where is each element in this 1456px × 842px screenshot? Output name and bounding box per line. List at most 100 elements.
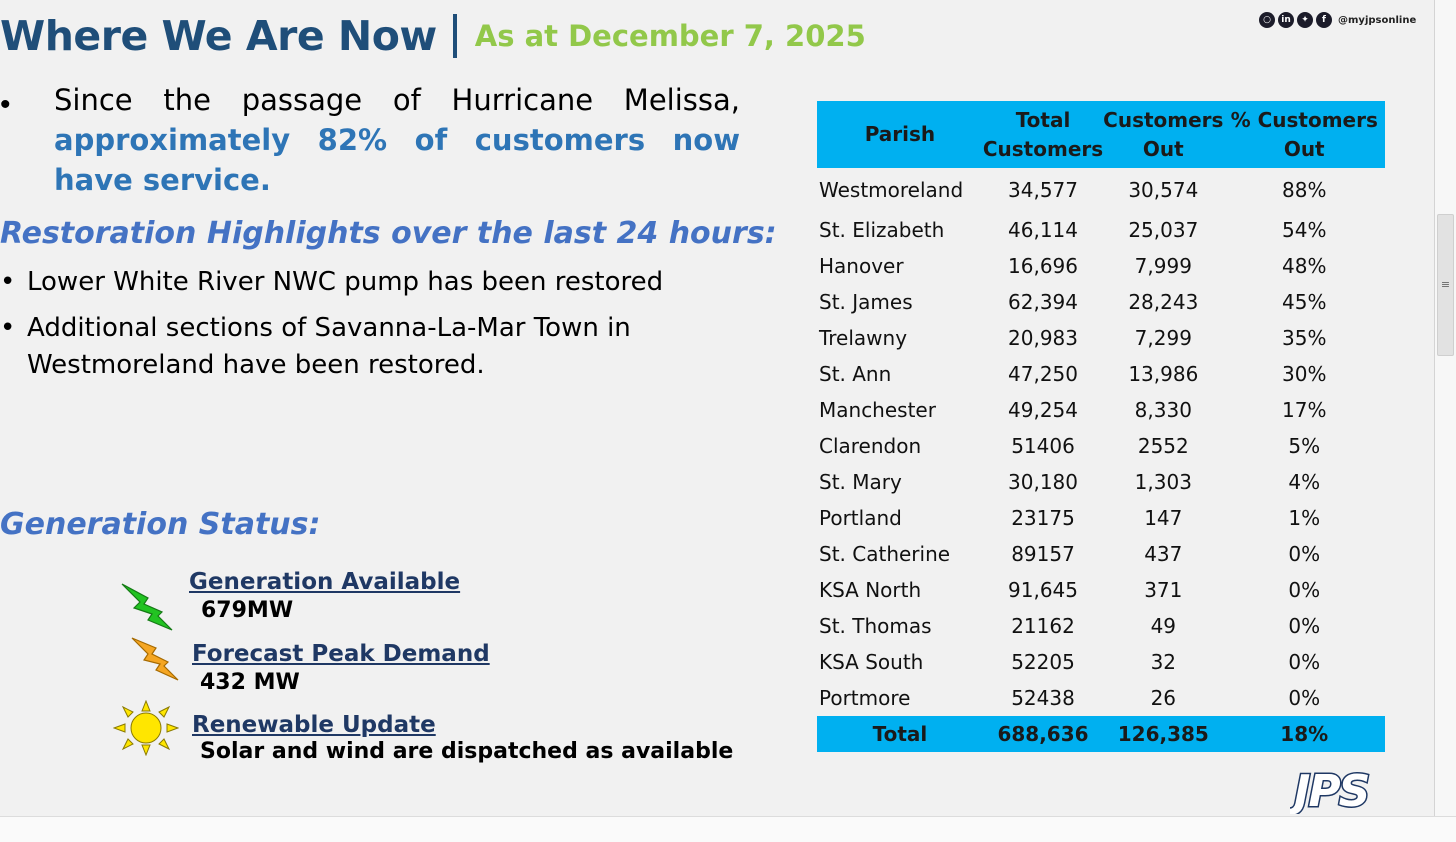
table-row: KSA South 52205 32 0% xyxy=(817,644,1385,680)
date-subtitle: As at December 7, 2025 xyxy=(474,19,866,53)
vertical-scrollbar[interactable]: ≡ xyxy=(1434,0,1456,816)
cell-pct: 4% xyxy=(1288,470,1321,494)
forecast-peak-label: Forecast Peak Demand xyxy=(192,641,490,667)
cell-out: 49 xyxy=(1150,614,1177,638)
cell-out: 13,986 xyxy=(1128,362,1199,386)
twitter-icon[interactable]: ✦ xyxy=(1297,12,1313,28)
header-total-line1: Total xyxy=(1015,107,1071,132)
total-customers: 688,636 xyxy=(982,716,1104,752)
table-row: St. Mary 30,180 1,303 4% xyxy=(817,464,1385,500)
cell-out: 147 xyxy=(1144,506,1183,530)
cell-total: 30,180 xyxy=(1008,470,1078,494)
cell-total: 23175 xyxy=(1011,506,1075,530)
cell-out: 28,243 xyxy=(1128,290,1199,314)
cell-out: 1,303 xyxy=(1134,470,1192,494)
cell-total: 47,250 xyxy=(1008,362,1078,386)
renewable-label: Renewable Update xyxy=(192,712,436,738)
generation-available: Generation Available 679MW xyxy=(189,568,460,626)
cell-parish: KSA South xyxy=(819,650,924,674)
cell-pct: 0% xyxy=(1288,542,1321,566)
cell-total: 16,696 xyxy=(1008,254,1078,278)
cell-total: 52438 xyxy=(1011,686,1075,710)
logo-text: JPS xyxy=(1290,766,1369,814)
jps-logo: JPS xyxy=(1290,766,1372,814)
cell-out: 32 xyxy=(1150,650,1177,674)
cell-out: 437 xyxy=(1144,542,1183,566)
total-label: Total xyxy=(817,716,983,752)
cell-out: 7,999 xyxy=(1134,254,1192,278)
header-pct-line1: % Customers xyxy=(1230,107,1378,132)
social-handle: @myjpsonline xyxy=(1338,14,1417,26)
cell-pct: 0% xyxy=(1288,614,1321,638)
table-row: KSA North 91,645 371 0% xyxy=(817,572,1385,608)
header-customers-out: Customers Out xyxy=(1103,101,1224,168)
restoration-heading: Restoration Highlights over the last 24 … xyxy=(0,216,777,251)
generation-available-value: 679MW xyxy=(201,598,294,623)
linkedin-icon[interactable]: in xyxy=(1278,12,1294,28)
table-row: Hanover 16,696 7,999 48% xyxy=(817,248,1385,284)
table-total-row: Total 688,636 126,385 18% xyxy=(817,716,1385,752)
lightning-orange-icon xyxy=(131,637,179,681)
cell-total: 21162 xyxy=(1011,614,1075,638)
cell-parish: Westmoreland xyxy=(819,178,964,202)
table-row: Portland 23175 147 1% xyxy=(817,500,1385,536)
cell-parish: Portland xyxy=(819,506,902,530)
cell-out: 30,574 xyxy=(1128,178,1199,202)
table-header: Parish Total Customers Customers Out % Cus… xyxy=(817,101,1385,168)
table-row: Trelawny 20,983 7,299 35% xyxy=(817,320,1385,356)
scrollbar-thumb[interactable]: ≡ xyxy=(1437,214,1454,356)
cell-pct: 54% xyxy=(1282,218,1327,242)
instagram-icon[interactable]: ○ xyxy=(1259,12,1275,28)
cell-pct: 0% xyxy=(1288,650,1321,674)
cell-out: 25,037 xyxy=(1128,218,1199,242)
intro-text-part1: Since the passage of Hurricane Melissa, xyxy=(54,83,740,117)
page-title: Where We Are Now xyxy=(0,12,437,60)
cell-total: 89157 xyxy=(1011,542,1075,566)
table-row: St. Thomas 21162 49 0% xyxy=(817,608,1385,644)
cell-pct: 0% xyxy=(1288,578,1321,602)
cell-parish: St. Catherine xyxy=(819,542,951,566)
forecast-peak-value: 432 MW xyxy=(200,670,300,695)
cell-total: 34,577 xyxy=(1008,178,1078,202)
cell-out: 371 xyxy=(1144,578,1183,602)
forecast-peak-demand: Forecast Peak Demand 432 MW xyxy=(192,640,490,698)
cell-pct: 0% xyxy=(1288,686,1321,710)
cell-pct: 30% xyxy=(1282,362,1327,386)
social-links: ○ in ✦ f @myjpsonline xyxy=(1259,12,1416,28)
cell-total: 49,254 xyxy=(1008,398,1078,422)
table-row: St. Catherine 89157 437 0% xyxy=(817,536,1385,572)
sun-icon xyxy=(113,700,179,756)
cell-parish: Hanover xyxy=(819,254,904,278)
cell-parish: St. Thomas xyxy=(819,614,932,638)
parish-outage-table: Parish Total Customers Customers Out % Cus… xyxy=(817,101,1385,752)
title-separator xyxy=(452,14,457,58)
cell-total: 62,394 xyxy=(1008,290,1078,314)
cell-total: 46,114 xyxy=(1008,218,1078,242)
cell-out: 2552 xyxy=(1137,434,1189,458)
cell-pct: 88% xyxy=(1282,178,1327,202)
table-row: St. Elizabeth 46,114 25,037 54% xyxy=(817,212,1385,248)
highlights-list: Lower White River NWC pump has been rest… xyxy=(0,264,740,393)
table-row: Clarendon 51406 2552 5% xyxy=(817,428,1385,464)
table-row: Westmoreland 34,577 30,574 88% xyxy=(817,168,1385,212)
table-body: Westmoreland 34,577 30,574 88% St. Eliza… xyxy=(817,168,1385,716)
cell-parish: Manchester xyxy=(819,398,936,422)
highlight-item: Lower White River NWC pump has been rest… xyxy=(0,264,740,301)
renewable-value: Solar and wind are dispatched as availab… xyxy=(200,739,734,764)
facebook-icon[interactable]: f xyxy=(1316,12,1332,28)
bullet-point: • xyxy=(0,88,11,121)
cell-parish: Portmore xyxy=(819,686,911,710)
table-row: Manchester 49,254 8,330 17% xyxy=(817,392,1385,428)
cell-parish: St. Elizabeth xyxy=(819,218,945,242)
header-pct-line2: Out xyxy=(1283,136,1325,161)
cell-out: 8,330 xyxy=(1134,398,1192,422)
cell-pct: 35% xyxy=(1282,326,1327,350)
header-total-customers: Total Customers xyxy=(982,101,1104,168)
cell-parish: St. Ann xyxy=(819,362,892,386)
generation-available-label: Generation Available xyxy=(189,569,461,595)
highlight-item: Additional sections of Savanna-La-Mar To… xyxy=(0,310,740,384)
cell-pct: 45% xyxy=(1282,290,1327,314)
bottom-strip xyxy=(0,816,1456,842)
cell-parish: St. James xyxy=(819,290,913,314)
intro-text: Since the passage of Hurricane Melissa, … xyxy=(54,80,740,200)
